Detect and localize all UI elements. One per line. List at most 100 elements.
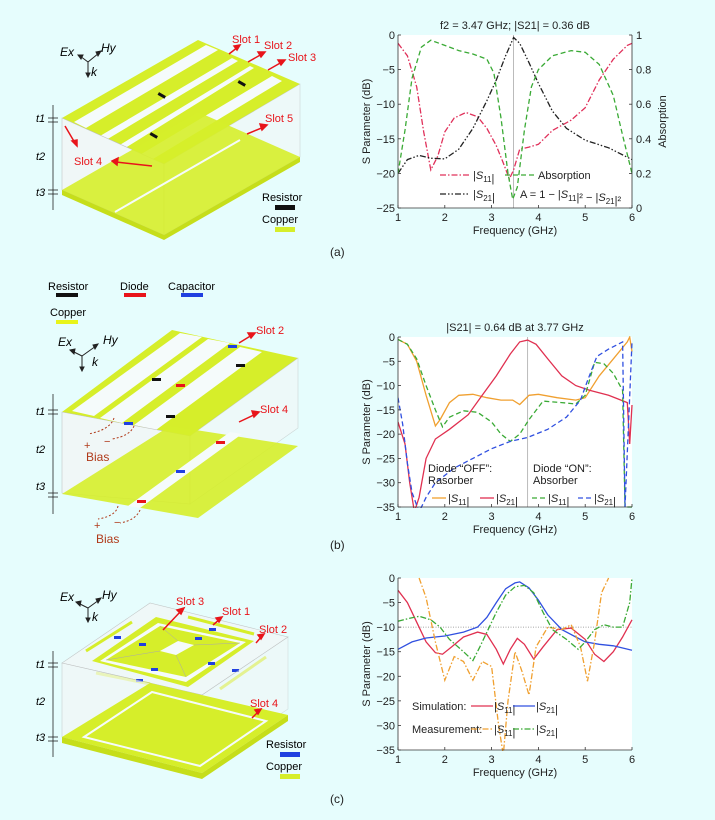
legend-diode-label: Diode [120, 281, 149, 293]
x-tick-label: 4 [535, 754, 541, 766]
axis-k-label: k [92, 610, 99, 624]
x-tick-label: 3 [489, 754, 495, 766]
legend-group-off-subtitle: Rasorber [428, 475, 474, 487]
y-axis-label: S Parameter (dB) [361, 379, 373, 465]
x-tick-label: 1 [395, 212, 401, 224]
panel-c: Ex Hy k [0, 555, 715, 820]
legend-group-on-subtitle: Absorber [533, 475, 578, 487]
diagram-b: Resistor Diode Capacitor Copper Ex Hy k [36, 281, 299, 546]
y-tick-label: −5 [382, 356, 395, 368]
series-line-1 [398, 581, 633, 651]
x-axis-label: Frequency (GHz) [473, 524, 557, 536]
legend-measurement-label: Measurement: [412, 724, 482, 736]
legend-copper-label: Copper [262, 214, 298, 226]
series-line-2 [398, 338, 632, 508]
slot-5-label: Slot 5 [265, 113, 293, 125]
legend-resistor-label: Resistor [266, 739, 307, 751]
bias-minus-sign: − [104, 436, 110, 448]
legend-label-1: |S21| [536, 701, 558, 716]
x-tick-label: 4 [535, 212, 541, 224]
slot-2-label: Slot 2 [264, 40, 292, 52]
legend-resistor-swatch [280, 752, 300, 757]
legend-label-3: |S21| [536, 724, 558, 739]
axis-k-label: k [92, 355, 99, 369]
chart-title: |S21| = 0.64 dB at 3.77 GHz [446, 322, 584, 334]
t1-label: t1 [36, 659, 45, 671]
y2-axis-label: Absorption [657, 95, 669, 148]
slot-arrows [162, 606, 266, 719]
chart-a: f2 = 3.47 GHz; |S21| = 0.36 dB1 2 3 4 5 60−5−… [361, 20, 669, 237]
y-tick-label: −20 [376, 671, 395, 683]
legend-label-3: |S21| [594, 493, 616, 508]
y-tick-label: −10 [376, 622, 395, 634]
legend-label-2: |S11| [494, 724, 515, 739]
x-tick-label: 4 [535, 511, 541, 523]
legend-resistor-swatch [275, 205, 295, 210]
thickness-indicator [48, 105, 58, 210]
slot-3-label: Slot 3 [288, 52, 316, 64]
x-tick-label: 6 [629, 511, 635, 523]
axis-k-label: k [91, 65, 98, 79]
series-line-1 [398, 36, 633, 174]
legend-copper-swatch [56, 320, 78, 324]
series-line-3 [398, 577, 633, 662]
x-tick-label: 1 [395, 511, 401, 523]
y2-tick-label: 1 [636, 30, 642, 42]
chart-c: 1 2 3 4 5 6 0 −5 −10 −15 −20 −25 −30 −35 Frequency (GH… [361, 573, 635, 779]
series-line-2 [398, 39, 633, 202]
y-tick-label: −35 [376, 745, 395, 757]
y2-tick-label: 0 [636, 203, 642, 215]
bias-plus-sign: + [94, 520, 100, 532]
slot-3-label: Slot 3 [176, 596, 204, 608]
y2-tick-label: 0.4 [636, 134, 651, 146]
axis-hy-label: Hy [103, 333, 119, 347]
x-tick-label: 6 [629, 212, 635, 224]
panel-label-a: (a) [330, 245, 345, 259]
slot-4-label: Slot 4 [250, 698, 278, 710]
series-line-3 [398, 340, 633, 508]
bias-minus-sign: − [114, 517, 120, 529]
legend-copper-swatch [280, 774, 300, 779]
legend-capacitor-label: Capacitor [168, 281, 215, 293]
legend-capacitor-swatch [181, 293, 203, 297]
x-tick-label: 2 [442, 212, 448, 224]
field-axes-icon [74, 597, 103, 624]
t1-label: t1 [36, 406, 45, 418]
legend-copper-label: Copper [50, 307, 86, 319]
bias-label-top: Bias [86, 450, 109, 464]
t2-label: t2 [36, 151, 45, 163]
slot-2-label: Slot 2 [259, 624, 287, 636]
slot-4-label: Slot 4 [260, 404, 288, 416]
y-tick-label: −30 [376, 720, 395, 732]
bias-label-bottom: Bias [96, 532, 119, 546]
field-axes-icon [68, 343, 100, 373]
legend-resistor-label: Resistor [48, 281, 89, 293]
x-tick-label: 5 [582, 754, 588, 766]
y-tick-label: −20 [376, 429, 395, 441]
axis-ex-label: Ex [58, 335, 73, 349]
y2-tick-label: 0.8 [636, 65, 651, 77]
y-tick-label: −10 [376, 381, 395, 393]
y-tick-label: −5 [382, 598, 395, 610]
plot-area [398, 578, 632, 750]
x-tick-label: 6 [629, 754, 635, 766]
series-line-0 [398, 589, 633, 666]
legend-resistor-swatch [56, 293, 78, 297]
slot-4-label: Slot 4 [74, 156, 102, 168]
y-tick-label: 0 [389, 332, 395, 344]
t2-label: t2 [36, 444, 45, 456]
y2-tick-label: 0.6 [636, 99, 651, 111]
y-tick-label: −20 [376, 168, 395, 180]
panel-label-b: (b) [330, 538, 345, 552]
legend-group-on-title: Diode “ON”: [533, 463, 592, 475]
legend-label-0: |S11| [448, 493, 469, 508]
y-tick-label: −30 [376, 478, 395, 490]
thickness-indicator [48, 651, 58, 757]
series-line-0 [398, 336, 633, 428]
legend-label-s21: |S21| [473, 189, 495, 204]
legend-simulation-label: Simulation: [412, 701, 466, 713]
chart-b: |S21| = 0.64 dB at 3.77 GHz 1 2 3 4 5 6 0 −5 −10 −… [361, 322, 635, 536]
axis-ex-label: Ex [60, 590, 75, 604]
slot-1-label: Slot 1 [232, 34, 260, 46]
t2-label: t2 [36, 696, 45, 708]
